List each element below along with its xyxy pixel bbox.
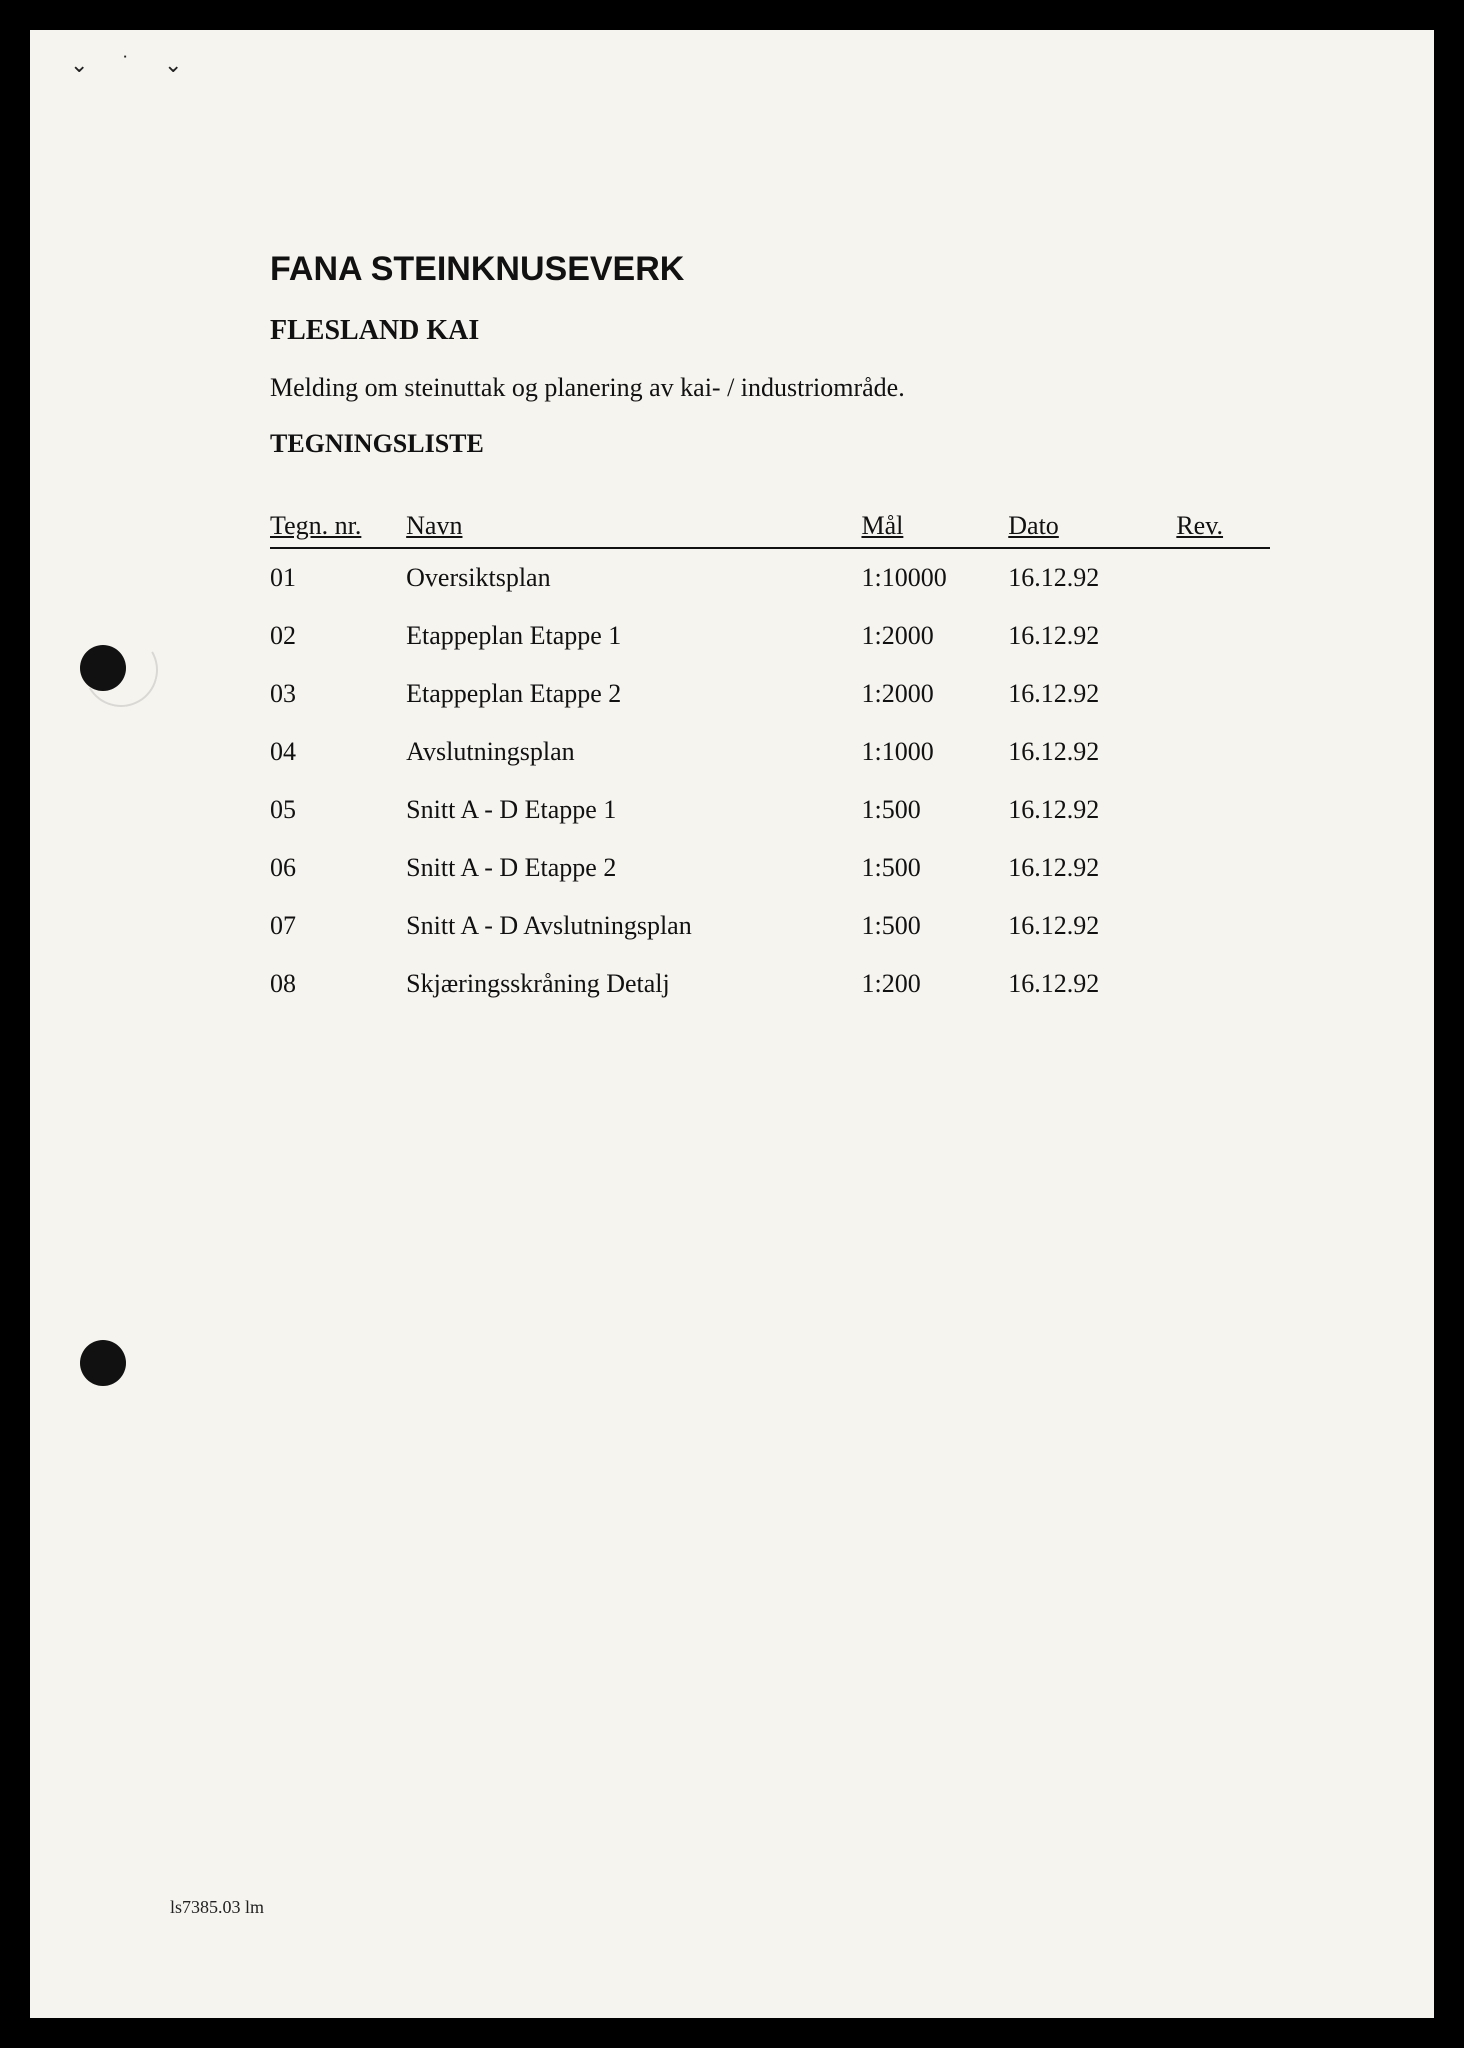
cell-dato: 16.12.92	[1008, 955, 1176, 1013]
cell-navn: Oversiktsplan	[406, 548, 861, 607]
cell-dato: 16.12.92	[1008, 665, 1176, 723]
cell-nr: 07	[270, 897, 406, 955]
cell-navn: Snitt A - D Avslutningsplan	[406, 897, 861, 955]
cell-nr: 05	[270, 781, 406, 839]
table-row: 07 Snitt A - D Avslutningsplan 1:500 16.…	[270, 897, 1270, 955]
table-header: Tegn. nr. Navn Mål Dato Rev.	[270, 511, 1270, 548]
table-row: 05 Snitt A - D Etappe 1 1:500 16.12.92	[270, 781, 1270, 839]
cell-mal: 1:1000	[861, 723, 1008, 781]
cell-dato: 16.12.92	[1008, 548, 1176, 607]
cell-mal: 1:500	[861, 897, 1008, 955]
document-page: ⌄ ˙ ⌄ FANA STEINKNUSEVERK FLESLAND KAI M…	[30, 30, 1434, 2018]
cell-mal: 1:2000	[861, 607, 1008, 665]
cell-rev	[1176, 781, 1270, 839]
title-main: FANA STEINKNUSEVERK	[270, 250, 1284, 289]
cell-rev	[1176, 548, 1270, 607]
table-row: 02 Etappeplan Etappe 1 1:2000 16.12.92	[270, 607, 1270, 665]
table-body: 01 Oversiktsplan 1:10000 16.12.92 02 Eta…	[270, 548, 1270, 1013]
cell-dato: 16.12.92	[1008, 781, 1176, 839]
description-text: Melding om steinuttak og planering av ka…	[270, 373, 1284, 403]
cell-navn: Etappeplan Etappe 2	[406, 665, 861, 723]
table-row: 08 Skjæringsskråning Detalj 1:200 16.12.…	[270, 955, 1270, 1013]
top-edge-marks: ⌄ ˙ ⌄	[70, 52, 196, 78]
cell-navn: Snitt A - D Etappe 1	[406, 781, 861, 839]
cell-rev	[1176, 665, 1270, 723]
cell-mal: 1:10000	[861, 548, 1008, 607]
col-header-navn: Navn	[406, 511, 861, 548]
table-row: 04 Avslutningsplan 1:1000 16.12.92	[270, 723, 1270, 781]
drawings-table: Tegn. nr. Navn Mål Dato Rev. 01 Oversikt…	[270, 511, 1270, 1013]
cell-dato: 16.12.92	[1008, 723, 1176, 781]
cell-nr: 06	[270, 839, 406, 897]
cell-navn: Avslutningsplan	[406, 723, 861, 781]
cell-nr: 01	[270, 548, 406, 607]
title-sub: FLESLAND KAI	[270, 315, 1284, 347]
cell-rev	[1176, 897, 1270, 955]
punch-hole-shadow	[76, 625, 167, 716]
cell-navn: Etappeplan Etappe 1	[406, 607, 861, 665]
col-header-dato: Dato	[1008, 511, 1176, 548]
table-row: 06 Snitt A - D Etappe 2 1:500 16.12.92	[270, 839, 1270, 897]
cell-nr: 08	[270, 955, 406, 1013]
cell-mal: 1:2000	[861, 665, 1008, 723]
col-header-mal: Mål	[861, 511, 1008, 548]
table-row: 03 Etappeplan Etappe 2 1:2000 16.12.92	[270, 665, 1270, 723]
footer-code: ls7385.03 lm	[170, 1897, 264, 1918]
punch-hole-icon	[80, 1340, 126, 1386]
col-header-nr: Tegn. nr.	[270, 511, 406, 548]
cell-navn: Skjæringsskråning Detalj	[406, 955, 861, 1013]
cell-dato: 16.12.92	[1008, 897, 1176, 955]
cell-rev	[1176, 723, 1270, 781]
col-header-rev: Rev.	[1176, 511, 1270, 548]
cell-dato: 16.12.92	[1008, 839, 1176, 897]
cell-navn: Snitt A - D Etappe 2	[406, 839, 861, 897]
cell-nr: 03	[270, 665, 406, 723]
cell-nr: 02	[270, 607, 406, 665]
cell-rev	[1176, 955, 1270, 1013]
cell-mal: 1:200	[861, 955, 1008, 1013]
cell-rev	[1176, 607, 1270, 665]
cell-nr: 04	[270, 723, 406, 781]
cell-mal: 1:500	[861, 839, 1008, 897]
scan-frame: ⌄ ˙ ⌄ FANA STEINKNUSEVERK FLESLAND KAI M…	[0, 0, 1464, 2048]
cell-rev	[1176, 839, 1270, 897]
section-label: TEGNINGSLISTE	[270, 429, 1284, 459]
table-row: 01 Oversiktsplan 1:10000 16.12.92	[270, 548, 1270, 607]
cell-mal: 1:500	[861, 781, 1008, 839]
cell-dato: 16.12.92	[1008, 607, 1176, 665]
